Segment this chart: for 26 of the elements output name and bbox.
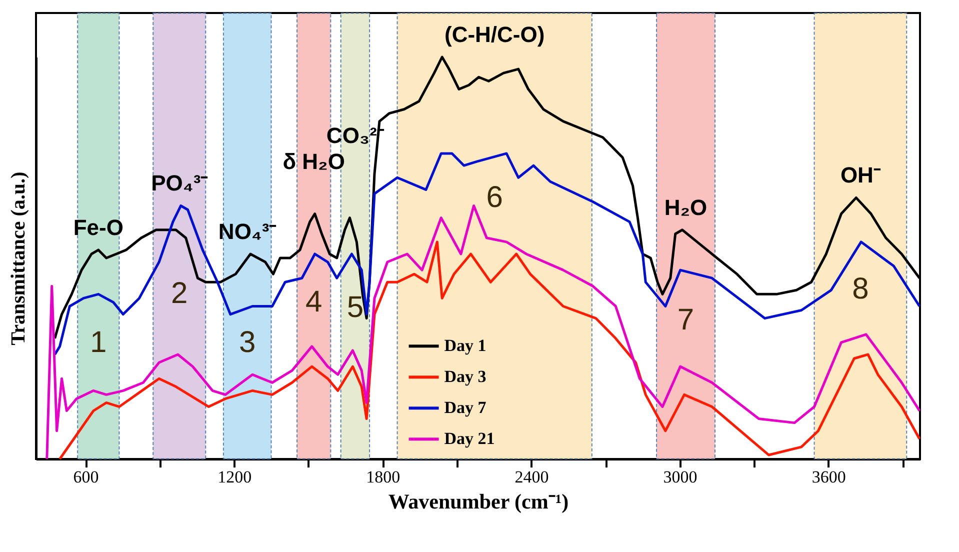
- text: (C-H/C-O): [444, 22, 545, 47]
- annotation: OH⁻: [840, 162, 882, 188]
- legend-label: Day 21: [444, 429, 495, 448]
- y-axis-title: Transmittance (a.u.): [8, 172, 30, 346]
- band-label: 4: [305, 285, 322, 318]
- legend-label: Day 3: [444, 367, 486, 386]
- band-label: 7: [677, 303, 694, 336]
- annotation: NO₄³⁻: [218, 218, 278, 244]
- legend-label: Day 7: [444, 398, 487, 418]
- x-tick-label: 1800: [366, 468, 400, 486]
- x-tick-label: 600: [73, 468, 99, 486]
- x-tick-label: 3600: [812, 468, 846, 486]
- band-label: 6: [486, 181, 503, 214]
- x-axis-title: Wavenumber (cm⁻¹): [388, 490, 569, 514]
- annotation: H₂O: [664, 194, 708, 220]
- band-label: 3: [239, 326, 256, 360]
- band-label: 8: [852, 272, 869, 306]
- x-tick-label: 1200: [218, 468, 252, 486]
- legend-label: Day 1: [444, 336, 486, 356]
- x-tick-label: 3000: [663, 468, 698, 486]
- band-label: 2: [171, 277, 188, 310]
- annotation: δ H₂O: [282, 148, 345, 174]
- annotation: Fe-O: [73, 214, 124, 240]
- band-label: 5: [346, 290, 364, 324]
- band-label: 1: [90, 326, 107, 360]
- x-tick-label: 2400: [514, 468, 549, 486]
